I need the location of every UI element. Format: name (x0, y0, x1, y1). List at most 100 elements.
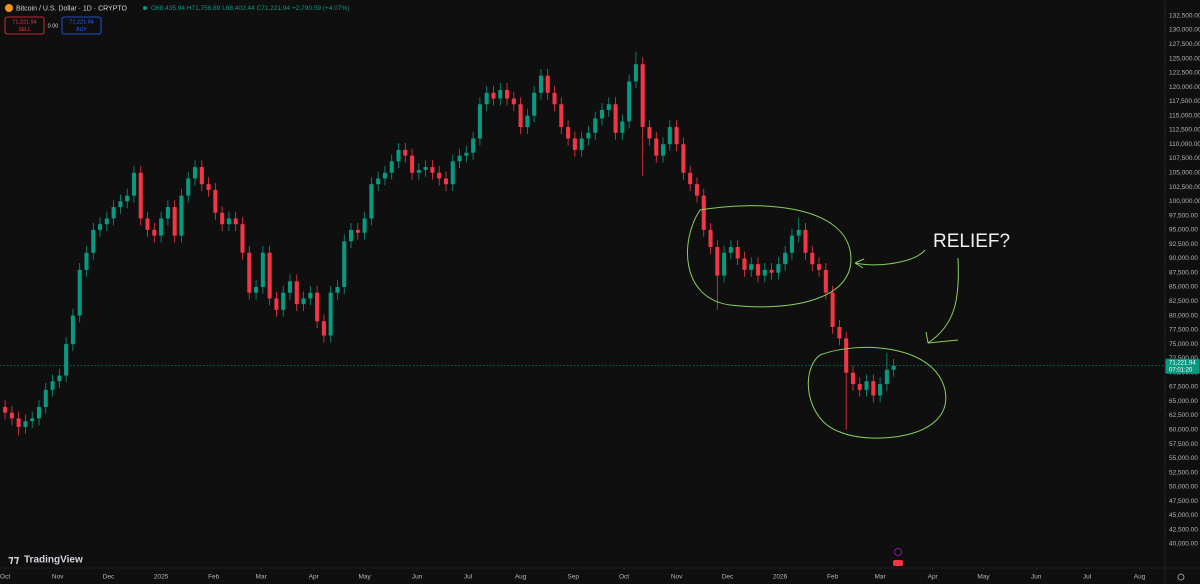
candle-body (735, 247, 740, 259)
ohlc-text: O68,435.94 H71,756.89 L68,402.44 C71,221… (151, 5, 349, 12)
y-tick-label: 77,500.00 (1169, 327, 1198, 334)
candle-body (803, 229, 808, 253)
last-price-label: 71,221.94 (1169, 360, 1196, 366)
y-tick-label: 110,000.00 (1169, 141, 1200, 148)
candle-body (287, 281, 293, 293)
candle-body (457, 155, 462, 162)
candle-body (850, 372, 856, 385)
candle-body (355, 229, 360, 233)
candle-body (396, 149, 401, 162)
candle-body (789, 235, 794, 253)
x-tick-label: Jun (1031, 574, 1042, 581)
candle-body (50, 381, 55, 390)
candle-body (294, 281, 299, 305)
event-icon[interactable] (893, 560, 903, 566)
candle-body (572, 138, 577, 150)
y-tick-label: 40,000.00 (1169, 541, 1198, 548)
candle-body (891, 365, 896, 370)
y-tick-label: 117,500.00 (1169, 98, 1200, 105)
candle-body (844, 338, 849, 373)
candle-body (477, 104, 482, 139)
arrow (854, 249, 926, 269)
x-tick-label: May (358, 574, 371, 581)
candle-body (538, 75, 543, 93)
buy-button[interactable] (61, 16, 102, 35)
x-tick-label: Jul (464, 574, 473, 581)
x-tick-label: Nov (671, 574, 683, 581)
candle-body (450, 161, 455, 185)
candle-body (70, 315, 75, 345)
plot (3, 51, 896, 436)
candle-body (342, 241, 347, 287)
candle-body (159, 218, 164, 236)
candle-body (755, 264, 761, 276)
candle-body (464, 152, 469, 156)
x-tick-label: Dec (103, 574, 115, 581)
event-icon[interactable] (894, 548, 902, 556)
candle-body (43, 389, 48, 407)
candle-body (471, 138, 476, 153)
x-tick-label: Aug (1134, 574, 1146, 581)
candle-body (783, 252, 788, 265)
y-tick-label: 45,000.00 (1169, 512, 1198, 519)
candle-body (864, 381, 869, 390)
candle-body (586, 132, 591, 139)
candle-body (715, 247, 720, 276)
sell-button[interactable] (4, 16, 45, 35)
settings-icon[interactable] (1177, 573, 1185, 581)
candle-body (16, 418, 21, 427)
candle-body (274, 298, 279, 310)
candle-body (172, 207, 177, 236)
candle-body (423, 167, 428, 170)
candle-body (199, 167, 204, 185)
candle-body (688, 172, 693, 185)
candle-body (830, 292, 835, 327)
brand: TradingView (24, 555, 83, 566)
candle-body (267, 252, 272, 299)
candle-body (118, 201, 123, 208)
candle-body (84, 252, 89, 270)
candle-body (77, 269, 82, 316)
candle-body (511, 98, 516, 105)
candle-body (3, 406, 8, 413)
y-tick-label: 107,500.00 (1169, 155, 1200, 162)
highlight-ellipse (807, 346, 947, 439)
candle-body (674, 127, 679, 145)
candle-body (437, 172, 442, 179)
y-tick-label: 100,000.00 (1169, 198, 1200, 205)
candle-body (498, 89, 503, 99)
candle-body (505, 89, 510, 99)
y-tick-label: 72,500.00 (1169, 355, 1198, 362)
candle-body (552, 92, 557, 105)
buy-price: 71,221.94 (69, 19, 93, 25)
candle-body (376, 178, 381, 185)
candle-body (566, 127, 571, 139)
candle-body (654, 138, 659, 156)
candle-body (321, 321, 326, 336)
candle-body (443, 178, 449, 185)
y-tick-label: 122,500.00 (1169, 70, 1200, 77)
candle-body (776, 264, 781, 273)
candle-body (165, 207, 170, 219)
candle-body (138, 172, 143, 219)
x-tick-label: Sep (567, 574, 579, 581)
y-tick-label: 102,500.00 (1169, 184, 1200, 191)
y-tick-label: 87,500.00 (1169, 269, 1198, 276)
candle-body (179, 195, 184, 236)
x-tick-label: Apr (928, 574, 939, 581)
candle-body (64, 344, 69, 376)
candle-body (749, 264, 754, 270)
candle-body (694, 184, 699, 196)
candle-body (192, 167, 198, 179)
candle-body (213, 189, 218, 213)
candle-body (410, 155, 415, 173)
candle-body (593, 118, 598, 133)
candle-body (579, 138, 584, 150)
candle-body (125, 195, 130, 202)
y-tick-label: 85,000.00 (1169, 284, 1198, 291)
x-tick-label: Aug (515, 574, 527, 581)
highlight-ellipse (687, 205, 852, 308)
candle-body (599, 109, 605, 119)
